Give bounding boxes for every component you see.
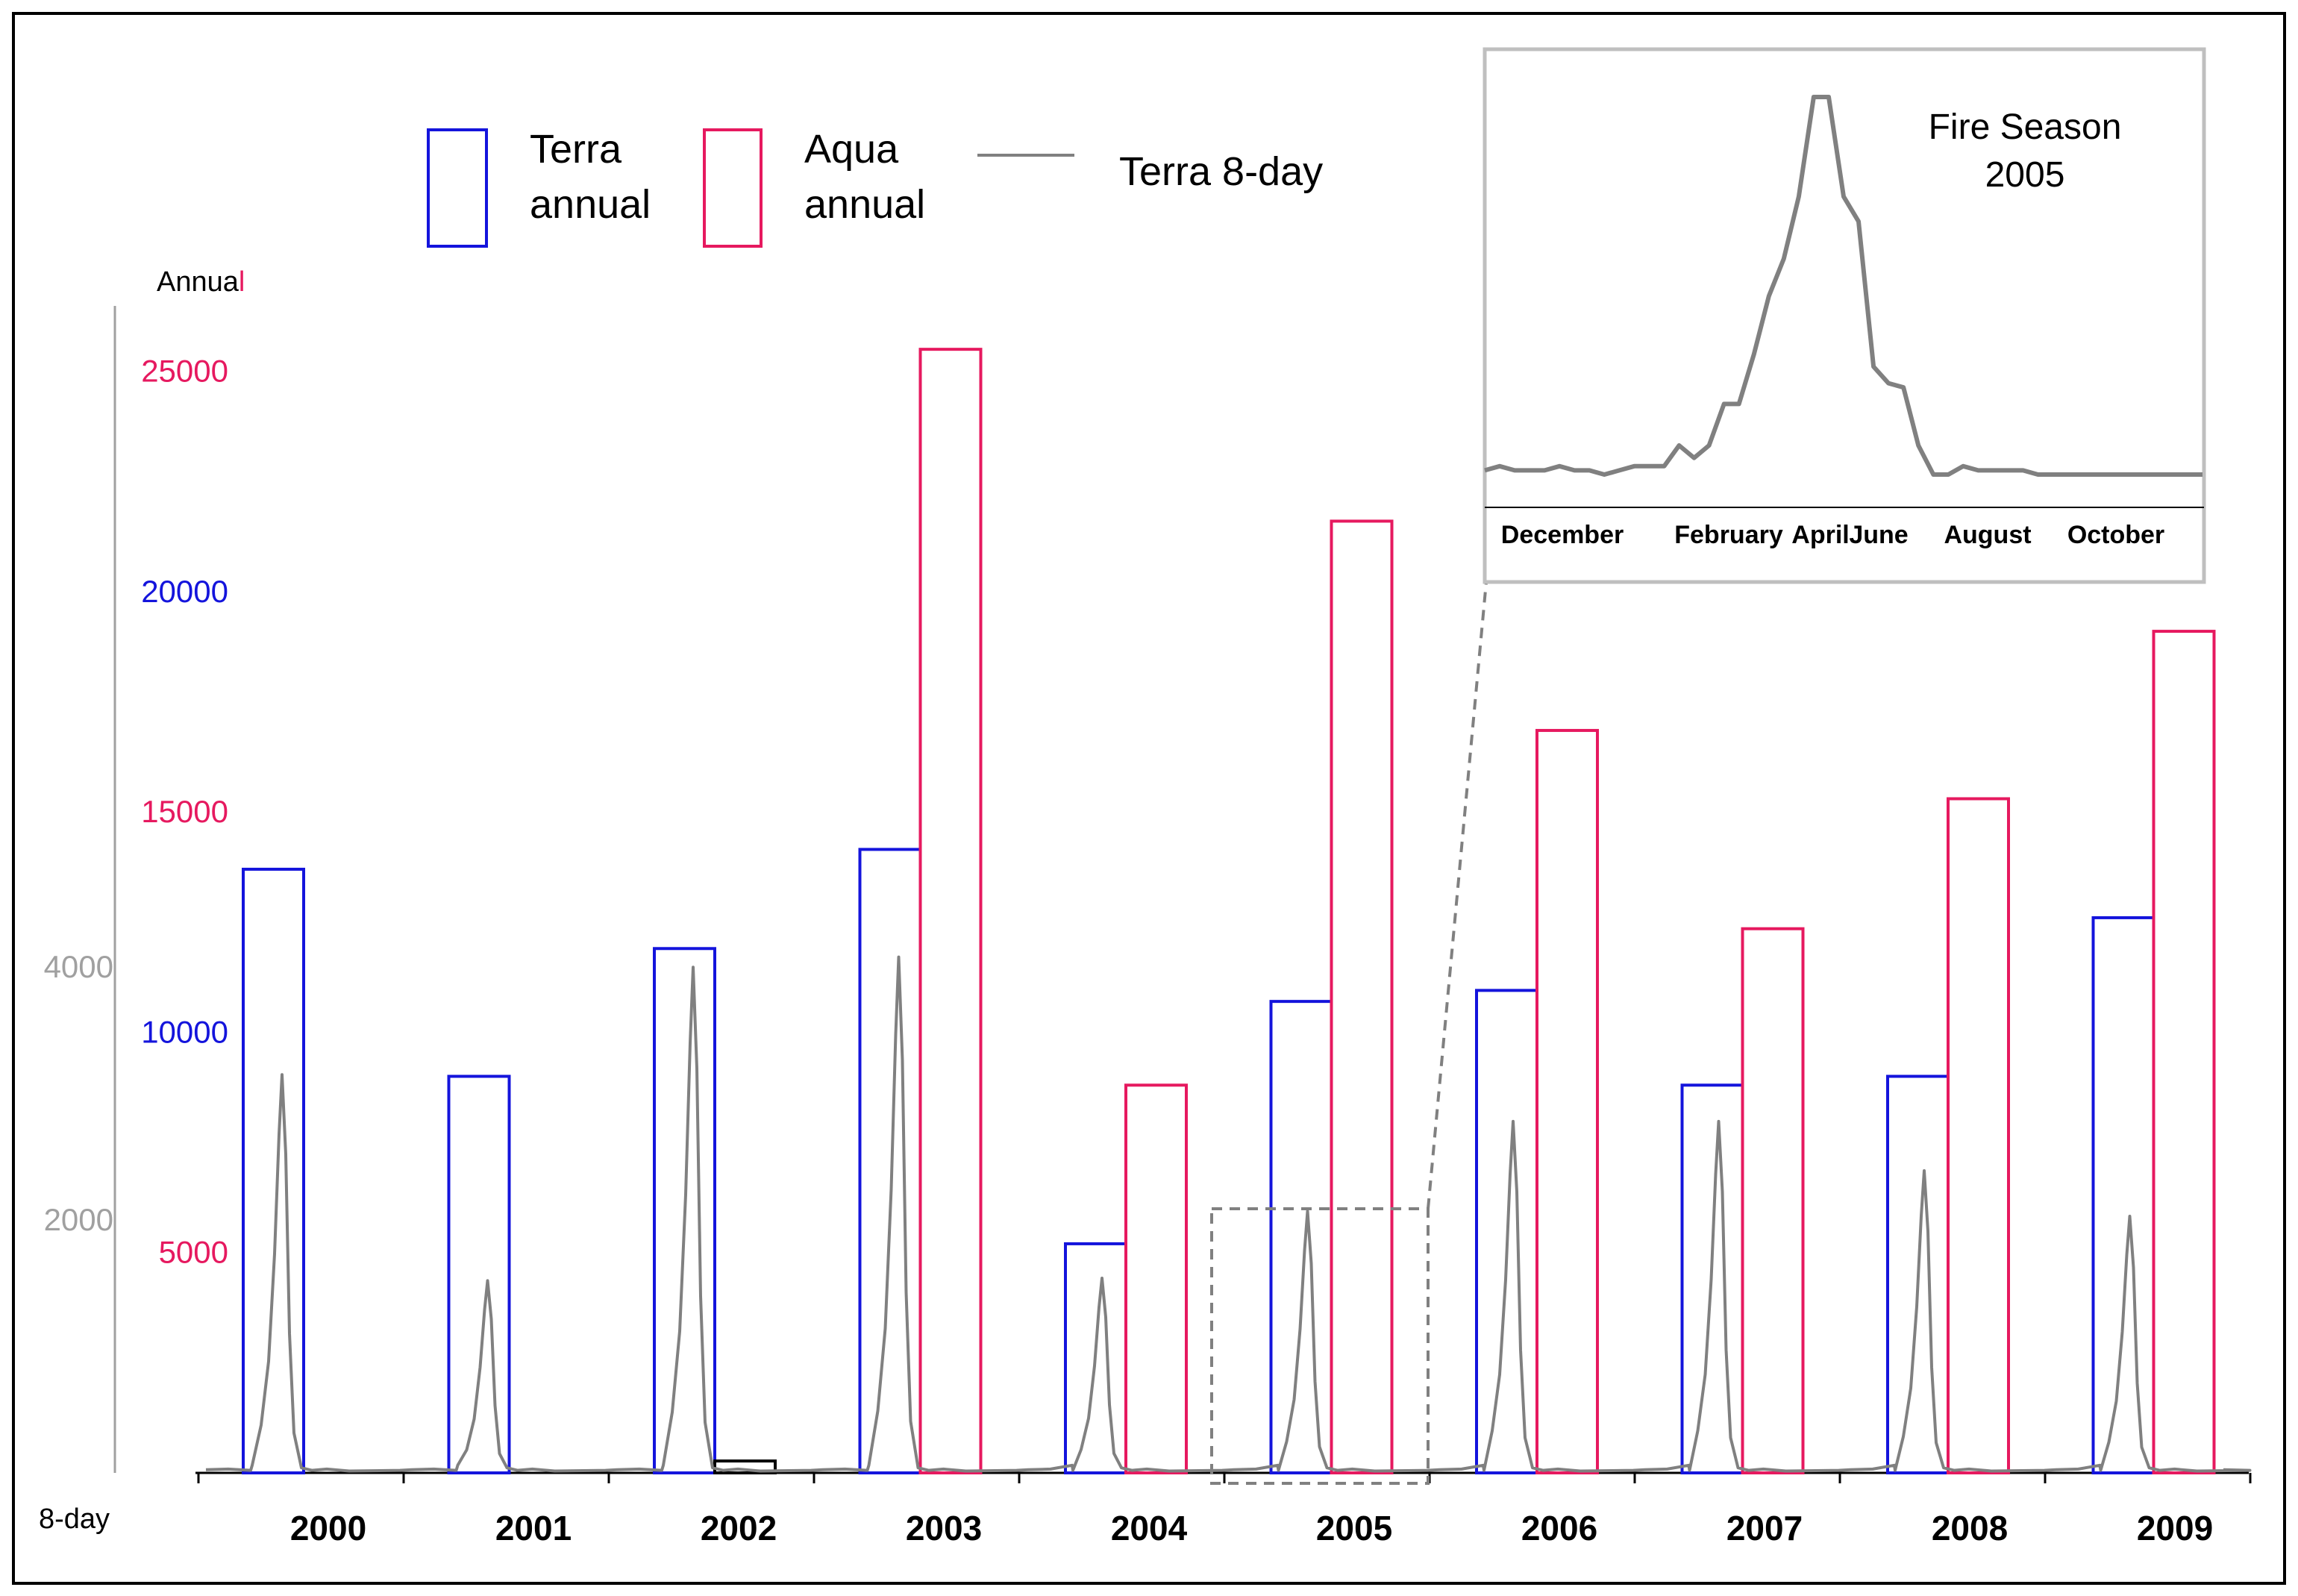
aqua-bar-2004 <box>1124 1083 1188 1475</box>
aqua-bar-2007 <box>1741 927 1805 1474</box>
aqua-bar-2008 <box>1947 797 2010 1474</box>
annual-tick-label: 15000 <box>141 794 228 829</box>
year-label: 2003 <box>906 1509 982 1548</box>
legend-aqua-label-line2: annual <box>804 182 925 227</box>
inset-month-label: October <box>2067 521 2164 549</box>
annual-tick-label: 10000 <box>141 1014 228 1049</box>
legend-terra-label-line1: Terra <box>530 127 622 172</box>
year-label: 2007 <box>1726 1509 1803 1548</box>
inset-panel: Fire Season 2005 December February April Ju… <box>1483 47 2206 584</box>
year-label: 2002 <box>701 1509 777 1548</box>
year-label: 2000 <box>290 1509 366 1548</box>
inset-month-labels: December February April June August October <box>1501 521 2164 549</box>
inset-frame <box>1483 47 2206 584</box>
eight-day-axis-label: 8-day <box>39 1503 110 1535</box>
annual-tick-label: 25000 <box>141 354 228 389</box>
legend-8day-label: Terra 8-day <box>1119 149 1323 194</box>
eight-day-tick-label: 2000 <box>44 1202 113 1237</box>
year-label: 2006 <box>1521 1509 1597 1548</box>
year-label: 2001 <box>495 1509 572 1548</box>
annual-tick-label: 5000 <box>159 1235 228 1270</box>
legend-aqua-label-line1: Aqua <box>804 127 899 172</box>
inset-month-label: August <box>1944 521 2031 549</box>
year-label: 2008 <box>1932 1509 2008 1548</box>
year-label: 2004 <box>1111 1509 1188 1548</box>
annual-tick-label: 20000 <box>141 574 228 609</box>
annual-axis-ticks: 25000 20000 15000 10000 5000 <box>141 354 228 1270</box>
eight-day-tick-label: 4000 <box>44 949 113 984</box>
legend: Terra annual Aqua annual Terra 8-day <box>427 127 1323 248</box>
annual-bars <box>242 348 2216 1475</box>
terra-bar-2001 <box>447 1074 511 1474</box>
eight-day-axis-ticks: 4000 2000 <box>44 949 113 1237</box>
terra-bar-2009 <box>2091 916 2155 1474</box>
terra-8day-line <box>205 955 2252 1473</box>
inset-fire-season-line <box>1484 95 2202 477</box>
terra-bar-2000 <box>242 867 305 1474</box>
inset-month-label: December <box>1501 521 1624 549</box>
year-label: 2005 <box>1316 1509 1392 1548</box>
terra-bar-2002 <box>653 947 716 1474</box>
year-label: 2009 <box>2137 1509 2213 1548</box>
legend-aqua-swatch <box>703 128 763 248</box>
zoom-highlight-box <box>1210 1207 1430 1485</box>
aqua-bar-2006 <box>1535 728 1599 1474</box>
annual-axis-label: Annual <box>157 266 245 298</box>
x-axis-ticks <box>197 1473 2252 1483</box>
x-axis-tick-labels: 2000 2001 2002 2003 2004 2005 2006 2007 2008 2009 <box>290 1509 2213 1548</box>
chart-frame <box>12 12 2286 1585</box>
aqua-bar-2003 <box>918 348 983 1475</box>
inset-month-label: February <box>1674 521 1783 549</box>
inset-title-line1: Fire Season <box>1929 107 2122 147</box>
inset-month-label: April <box>1791 521 1849 549</box>
legend-terra-swatch <box>427 128 488 248</box>
aqua-bar-2005 <box>1330 519 1394 1474</box>
legend-terra-label-line2: annual <box>530 182 651 227</box>
inset-month-label: June <box>1849 521 1908 549</box>
aqua-bar-2009 <box>2152 630 2216 1474</box>
zoom-connector-line <box>1427 581 1488 1209</box>
terra-bar-2003 <box>858 848 922 1475</box>
terra-bar-2005 <box>1269 1000 1333 1474</box>
inset-title-line2: 2005 <box>1985 155 2065 195</box>
